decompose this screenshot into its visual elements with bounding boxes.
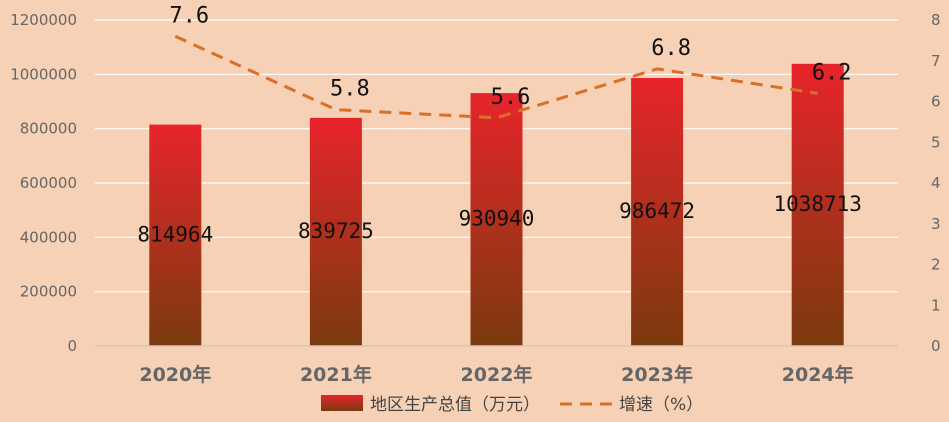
y-right-tick-label: 7 (931, 52, 941, 70)
bar (470, 93, 523, 346)
y-right-tick-label: 0 (931, 337, 941, 355)
bar-value-label: 1038713 (773, 192, 862, 216)
y-left-tick-label: 0 (67, 337, 77, 355)
y-left-tick-label: 200000 (20, 283, 77, 301)
legend-bar-label: 地区生产总值（万元） (370, 395, 540, 415)
data-labels: 814964 839725 930940 986472 1038713 7.6 5.8 5.6… (137, 3, 862, 246)
x-tick-label: 2022年 (461, 363, 533, 386)
axes: 0 200000 400000 600000 800000 1000000 1200000 0… (10, 11, 940, 386)
bar (631, 78, 684, 347)
bar-value-label: 930940 (459, 207, 535, 231)
bar (149, 124, 202, 347)
line-value-label: 5.6 (491, 85, 531, 110)
y-left-tick-label: 1000000 (10, 65, 77, 83)
line-value-label: 6.2 (812, 60, 852, 85)
y-right-tick-label: 6 (931, 93, 941, 111)
bar-value-label: 986472 (619, 199, 695, 223)
y-right-tick-label: 2 (931, 256, 941, 274)
bar-value-label: 814964 (137, 222, 213, 246)
y-left-tick-label: 600000 (20, 174, 77, 192)
growth-line (174, 34, 818, 120)
y-right-tick-label: 8 (931, 11, 941, 29)
x-tick-label: 2023年 (621, 363, 693, 386)
bar (791, 63, 844, 346)
line-value-label: 5.8 (330, 77, 370, 102)
y-left-tick-label: 1200000 (10, 11, 77, 29)
line-value-label: 7.6 (169, 3, 209, 28)
legend: 地区生产总值（万元） 增速（%） (321, 395, 703, 415)
bars (149, 63, 844, 347)
x-tick-label: 2020年 (139, 363, 211, 386)
y-right-tick-label: 4 (931, 174, 941, 192)
legend-line-label: 增速（%） (619, 395, 703, 415)
y-right-tick-label: 3 (931, 215, 941, 233)
y-left-tick-label: 800000 (20, 120, 77, 138)
y-right-tick-label: 1 (931, 296, 941, 314)
x-tick-label: 2024年 (782, 363, 854, 386)
line-value-label: 6.8 (651, 36, 691, 61)
x-tick-label: 2021年 (300, 363, 372, 386)
y-right-tick-label: 5 (931, 133, 941, 151)
legend-bar-swatch (321, 395, 363, 411)
bar (309, 117, 362, 346)
bar-value-label: 839725 (298, 219, 374, 243)
y-left-tick-label: 400000 (20, 228, 77, 246)
